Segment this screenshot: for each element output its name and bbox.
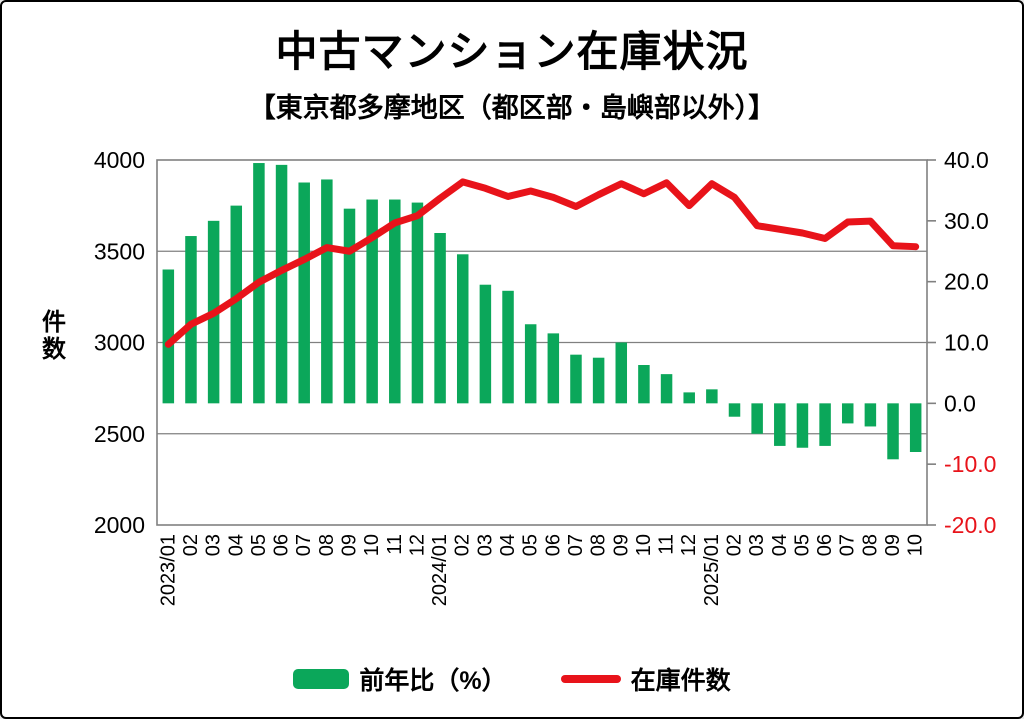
x-axis-label: 10 — [361, 534, 383, 556]
yoy-bar — [411, 202, 424, 404]
legend-line-swatch — [560, 675, 621, 683]
yoy-bar — [774, 403, 786, 446]
x-axis-label: 06 — [271, 534, 293, 556]
yoy-bar — [547, 333, 560, 404]
right-axis-tick-label: 30.0 — [944, 208, 989, 234]
x-axis-label: 08 — [588, 534, 610, 556]
chart-subtitle: 【東京都多摩地区（都区部・島嶼部以外）】 — [248, 93, 776, 123]
x-axis-label: 03 — [203, 534, 225, 556]
left-axis-tick-label: 3000 — [94, 330, 145, 356]
yoy-bar — [864, 403, 877, 427]
right-axis-tick-label: 10.0 — [944, 330, 989, 356]
yoy-bar — [343, 208, 356, 404]
right-axis-tick-label: 20.0 — [944, 269, 989, 295]
inventory-line — [164, 178, 920, 348]
x-axis-label: 06 — [542, 534, 564, 556]
x-axis-label: 05 — [248, 534, 270, 556]
left-axis-title: 件数 — [42, 309, 67, 363]
yoy-bar — [638, 365, 650, 404]
x-axis-label: 11 — [384, 534, 406, 555]
yoy-bar — [456, 254, 469, 404]
x-axis-label: 11 — [656, 534, 678, 555]
yoy-bar — [502, 290, 514, 404]
yoy-bar — [592, 357, 605, 404]
yoy-bar — [479, 284, 492, 404]
x-axis-label: 09 — [882, 534, 904, 556]
yoy-bar — [389, 199, 401, 404]
yoy-bar — [230, 205, 243, 404]
yoy-bar — [683, 392, 695, 404]
chart-title: 中古マンション在庫状況 — [275, 28, 749, 75]
legend: 前年比（%） 在庫件数 — [2, 661, 1022, 697]
x-axis-label: 04 — [769, 534, 791, 556]
yoy-bar — [524, 324, 537, 404]
legend-bar-label: 前年比（%） — [359, 667, 507, 695]
x-axis-label: 10 — [905, 534, 927, 556]
x-axis-label: 03 — [746, 534, 768, 556]
x-axis-label: 12 — [678, 534, 700, 556]
left-axis-tick-label: 4000 — [94, 147, 145, 173]
yoy-bar — [162, 269, 175, 404]
right-axis-tick-label: -10.0 — [944, 451, 996, 477]
left-axis-tick-label: 3500 — [94, 238, 145, 264]
x-axis-label: 08 — [316, 534, 338, 556]
x-axis-label: 06 — [814, 534, 836, 556]
left-axis-tick-label: 2500 — [94, 421, 145, 447]
x-axis-label: 03 — [474, 534, 496, 556]
yoy-bar — [819, 403, 831, 446]
left-axis-tick-label: 2000 — [94, 512, 145, 538]
x-axis-label: 04 — [497, 534, 519, 556]
x-axis-label: 05 — [791, 534, 813, 556]
yoy-bar — [660, 374, 673, 404]
yoy-bar — [434, 233, 446, 404]
x-axis-label: 07 — [293, 534, 315, 556]
yoy-bar — [706, 389, 718, 404]
yoy-bar — [615, 342, 628, 404]
yoy-bar — [298, 182, 310, 404]
x-axis-label: 2024/01 — [429, 534, 451, 606]
x-axis-label: 10 — [633, 534, 655, 556]
x-axis-label: 09 — [610, 534, 632, 556]
yoy-bar — [728, 403, 741, 417]
yoy-bar — [887, 403, 899, 460]
x-axis-label: 07 — [565, 534, 587, 556]
yoy-bar — [570, 354, 582, 404]
x-axis-label: 2025/01 — [701, 534, 723, 606]
yoy-bar — [909, 403, 922, 452]
yoy-bar — [366, 199, 378, 404]
x-axis-label: 2023/01 — [157, 534, 179, 606]
yoy-bar — [796, 403, 809, 448]
legend-bar-swatch — [293, 669, 350, 689]
right-axis-tick-label: 0.0 — [944, 390, 976, 416]
right-axis-tick-label: -20.0 — [944, 512, 996, 538]
x-axis-label: 07 — [837, 534, 859, 556]
yoy-bar — [841, 403, 854, 424]
legend-line-label: 在庫件数 — [630, 667, 731, 695]
x-axis-label: 04 — [225, 534, 247, 556]
yoy-bar — [751, 403, 763, 434]
x-axis-label: 08 — [859, 534, 881, 556]
x-axis-label: 02 — [724, 534, 746, 556]
x-axis-label: 05 — [520, 534, 542, 556]
yoy-bar — [321, 179, 333, 404]
x-axis-label: 02 — [180, 534, 202, 556]
x-axis-label: 12 — [406, 534, 428, 556]
x-axis-label: 09 — [339, 534, 361, 556]
x-axis-label: 02 — [452, 534, 474, 556]
yoy-bar — [185, 236, 197, 404]
right-axis-tick-label: 40.0 — [944, 147, 989, 173]
yoy-bar — [275, 164, 288, 404]
